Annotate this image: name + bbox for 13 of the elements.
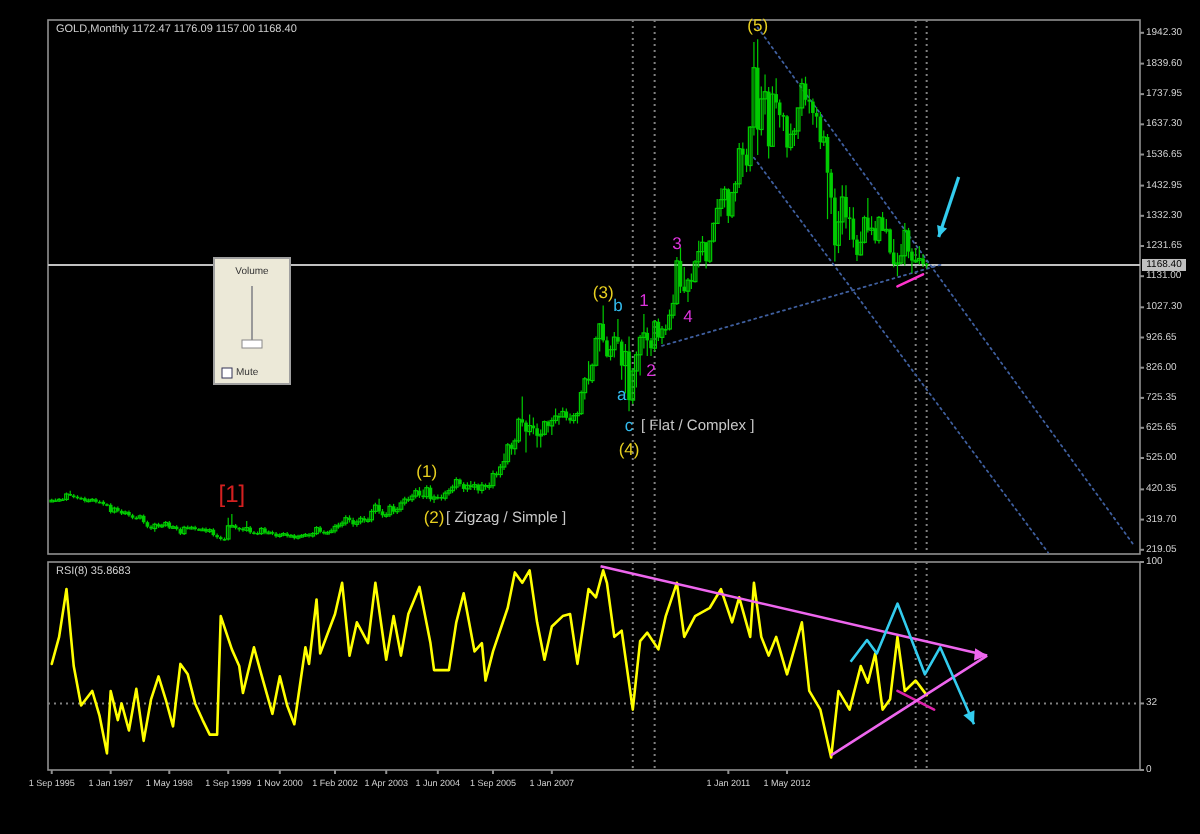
annotation: 4	[683, 306, 694, 326]
annotation: 3	[672, 233, 683, 253]
annotation: 2	[646, 360, 657, 380]
annotation: b	[613, 295, 624, 316]
annotation: c	[624, 415, 635, 436]
annotation: (2)	[423, 507, 445, 527]
annotation: (4)	[618, 439, 640, 460]
annotation: a	[616, 383, 627, 404]
annotation: (1)	[416, 461, 438, 482]
annotation: (5)	[747, 15, 769, 36]
annotation: 1	[639, 290, 650, 310]
annotation: [1]	[218, 480, 246, 509]
annotation: (3)	[592, 281, 614, 302]
